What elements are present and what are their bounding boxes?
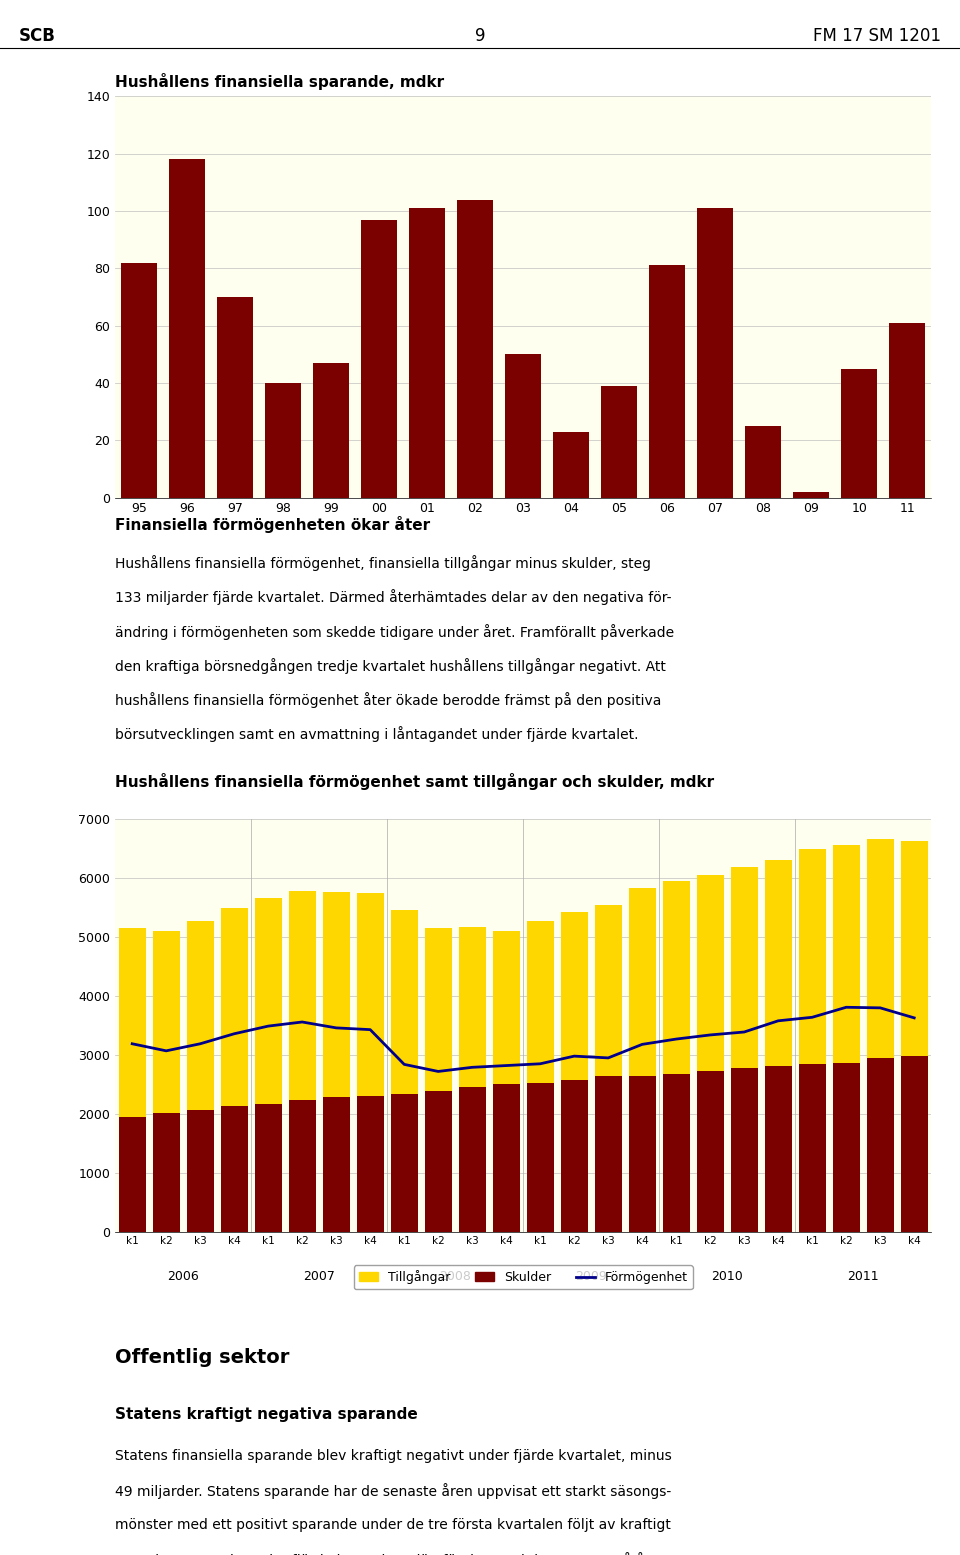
Bar	[841, 369, 877, 498]
Bar	[492, 1084, 519, 1232]
Bar	[745, 426, 781, 498]
Bar	[731, 1068, 757, 1232]
Bar	[217, 297, 253, 498]
Bar	[601, 386, 637, 498]
Text: 2007: 2007	[303, 1270, 335, 1283]
Bar	[832, 1064, 860, 1232]
Text: 2006: 2006	[167, 1270, 199, 1283]
Bar	[697, 208, 733, 498]
Bar	[867, 1057, 894, 1232]
Bar	[221, 1106, 248, 1232]
Text: Offentlig sektor: Offentlig sektor	[115, 1348, 290, 1367]
Bar	[459, 927, 486, 1232]
Bar	[662, 882, 690, 1232]
Bar	[424, 1092, 452, 1232]
Text: FM 17 SM 1201: FM 17 SM 1201	[813, 26, 941, 45]
Text: 49 miljarder. Statens sparande har de senaste åren uppvisat ett starkt säsongs-: 49 miljarder. Statens sparande har de se…	[115, 1483, 671, 1499]
Bar	[561, 911, 588, 1232]
Bar	[119, 1116, 146, 1232]
Text: SCB: SCB	[19, 26, 56, 45]
Bar	[561, 1081, 588, 1232]
Bar	[594, 1076, 622, 1232]
Text: 2011: 2011	[848, 1270, 879, 1283]
Bar	[662, 1075, 690, 1232]
Bar	[356, 1096, 384, 1232]
Bar	[799, 849, 826, 1232]
Bar	[153, 1113, 180, 1232]
Bar	[799, 1064, 826, 1232]
Bar	[356, 893, 384, 1232]
Bar	[459, 1087, 486, 1232]
Bar	[313, 362, 349, 498]
Bar	[361, 219, 397, 498]
Bar	[119, 928, 146, 1232]
Bar	[867, 838, 894, 1232]
Bar	[793, 491, 829, 498]
Bar	[492, 931, 519, 1232]
Text: 2010: 2010	[711, 1270, 743, 1283]
Text: ändring i förmögenheten som skedde tidigare under året. Framförallt påverkade: ändring i förmögenheten som skedde tidig…	[115, 624, 674, 639]
Bar	[594, 905, 622, 1232]
Text: börsutvecklingen samt en avmattning i låntagandet under fjärde kvartalet.: börsutvecklingen samt en avmattning i lå…	[115, 726, 638, 742]
Bar	[221, 908, 248, 1232]
Bar	[391, 910, 418, 1232]
Bar	[649, 266, 685, 498]
Bar	[527, 1082, 554, 1232]
Bar	[254, 899, 282, 1232]
Bar	[629, 1076, 656, 1232]
Text: den kraftiga börsnedgången tredje kvartalet hushållens tillgångar negativt. Att: den kraftiga börsnedgången tredje kvarta…	[115, 658, 666, 673]
Bar	[629, 888, 656, 1232]
Bar	[764, 860, 792, 1232]
Text: negativt sparande under fjärde kvartalet. I jämförelse med de senaste två åren: negativt sparande under fjärde kvartalet…	[115, 1552, 668, 1555]
Legend: Tillgångar, Skulder, Förmögenhet: Tillgångar, Skulder, Förmögenhet	[354, 1266, 692, 1289]
Bar	[457, 199, 493, 498]
Text: Hushållens finansiella förmögenhet samt tillgångar och skulder, mdkr: Hushållens finansiella förmögenhet samt …	[115, 773, 714, 790]
Bar	[254, 1104, 282, 1232]
Bar	[832, 846, 860, 1232]
Text: Finansiella förmögenheten ökar åter: Finansiella förmögenheten ökar åter	[115, 516, 430, 533]
Bar	[391, 1093, 418, 1232]
Bar	[186, 1110, 214, 1232]
Bar	[900, 841, 927, 1232]
Bar	[505, 355, 541, 498]
Text: 133 miljarder fjärde kvartalet. Därmed återhämtades delar av den negativa för-: 133 miljarder fjärde kvartalet. Därmed å…	[115, 589, 672, 605]
Bar	[186, 921, 214, 1232]
Bar	[323, 893, 349, 1232]
Text: 2009: 2009	[575, 1270, 607, 1283]
Text: hushållens finansiella förmögenhet åter ökade berodde främst på den positiva: hushållens finansiella förmögenhet åter …	[115, 692, 661, 708]
Bar	[323, 1098, 349, 1232]
Bar	[697, 1071, 724, 1232]
Bar	[764, 1067, 792, 1232]
Bar	[153, 931, 180, 1232]
Bar	[121, 263, 157, 498]
Bar	[697, 875, 724, 1232]
Bar	[900, 1056, 927, 1232]
Text: mönster med ett positivt sparande under de tre första kvartalen följt av kraftig: mönster med ett positivt sparande under …	[115, 1518, 671, 1532]
Bar	[289, 891, 316, 1232]
Bar	[409, 208, 445, 498]
Text: Statens kraftigt negativa sparande: Statens kraftigt negativa sparande	[115, 1407, 418, 1423]
Text: Statens finansiella sparande blev kraftigt negativt under fjärde kvartalet, minu: Statens finansiella sparande blev krafti…	[115, 1449, 672, 1463]
Bar	[169, 160, 205, 498]
Bar	[424, 928, 452, 1232]
Bar	[889, 323, 925, 498]
Bar	[265, 383, 301, 498]
Text: Hushållens finansiella sparande, mdkr: Hushållens finansiella sparande, mdkr	[115, 73, 444, 90]
Text: 9: 9	[475, 26, 485, 45]
Bar	[527, 921, 554, 1232]
Bar	[731, 868, 757, 1232]
Bar	[289, 1101, 316, 1232]
Bar	[553, 432, 589, 498]
Text: Hushållens finansiella förmögenhet, finansiella tillgångar minus skulder, steg: Hushållens finansiella förmögenhet, fina…	[115, 555, 651, 571]
Text: 2008: 2008	[440, 1270, 471, 1283]
